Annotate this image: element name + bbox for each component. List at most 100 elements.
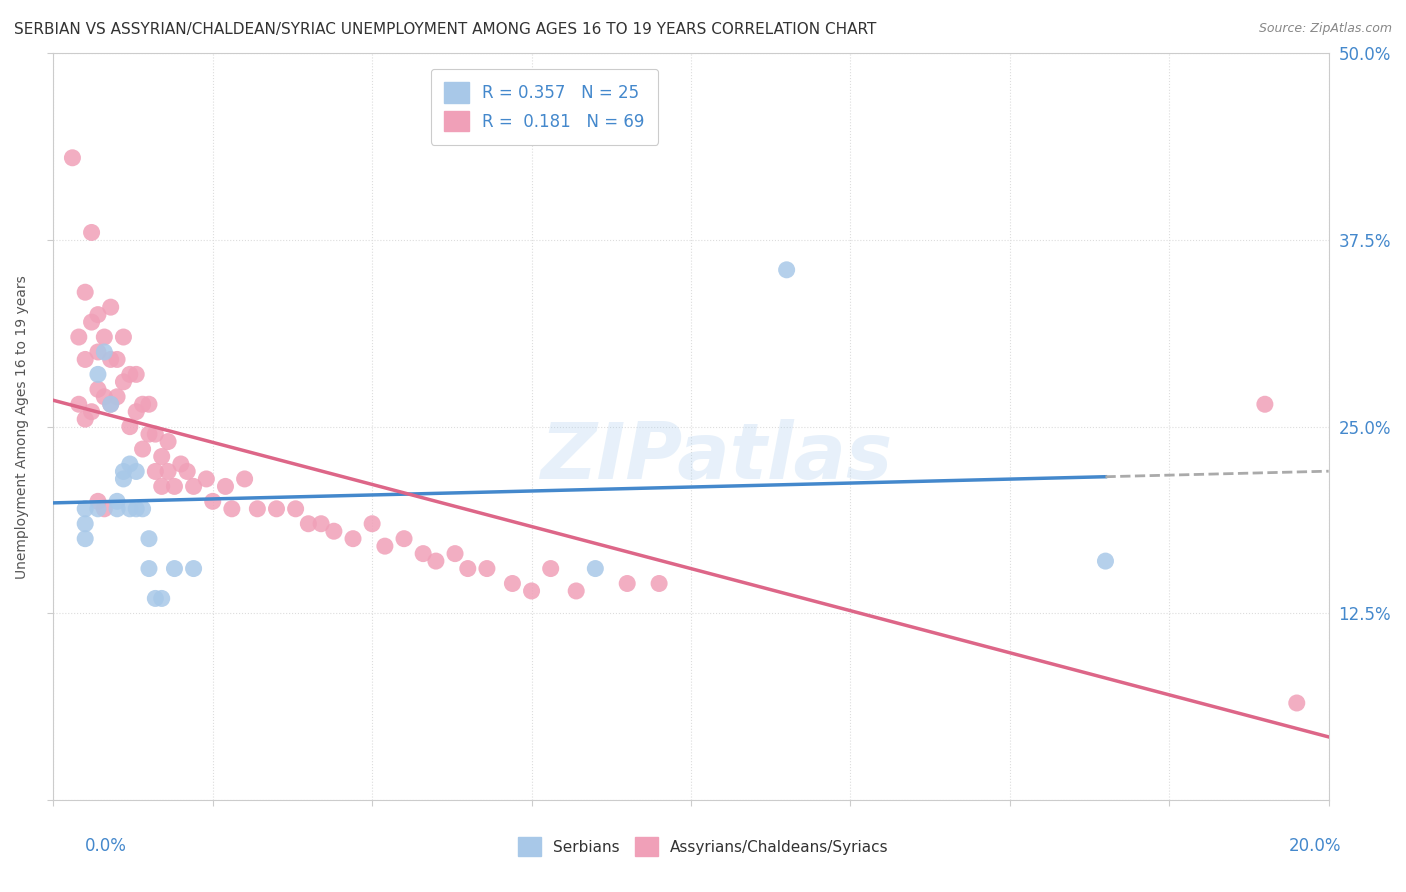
Text: 0.0%: 0.0% <box>84 837 127 855</box>
Point <box>75 412 97 426</box>
Y-axis label: Unemployment Among Ages 16 to 19 years: Unemployment Among Ages 16 to 19 years <box>15 275 30 579</box>
Point <box>163 479 186 493</box>
Point <box>1094 554 1116 568</box>
Text: ZIPatlas: ZIPatlas <box>540 418 893 494</box>
Point <box>62 151 84 165</box>
Point <box>112 375 135 389</box>
Point <box>1285 696 1308 710</box>
Point <box>266 501 288 516</box>
Point <box>87 368 110 382</box>
Point <box>105 494 128 508</box>
Point <box>93 330 115 344</box>
Point <box>125 501 148 516</box>
Point <box>176 465 198 479</box>
Point <box>131 501 153 516</box>
Point <box>444 547 467 561</box>
Point <box>233 472 256 486</box>
Point <box>80 226 103 240</box>
Point <box>201 494 224 508</box>
Point <box>183 561 205 575</box>
Point <box>475 561 498 575</box>
Point <box>112 330 135 344</box>
Point <box>87 494 110 508</box>
Legend: Serbians, Assyrians/Chaldeans/Syriacs: Serbians, Assyrians/Chaldeans/Syriacs <box>512 831 894 862</box>
Point <box>157 434 180 449</box>
Point <box>616 576 638 591</box>
Point <box>75 352 97 367</box>
Point <box>75 516 97 531</box>
Point <box>67 330 90 344</box>
Point <box>195 472 218 486</box>
Point <box>118 501 141 516</box>
Point <box>150 591 173 606</box>
Point <box>138 427 160 442</box>
Legend: R = 0.357   N = 25, R =  0.181   N = 69: R = 0.357 N = 25, R = 0.181 N = 69 <box>430 69 658 145</box>
Point <box>87 345 110 359</box>
Point <box>157 465 180 479</box>
Point <box>131 442 153 456</box>
Point <box>100 300 122 314</box>
Point <box>425 554 447 568</box>
Point <box>221 501 243 516</box>
Point <box>150 479 173 493</box>
Point <box>392 532 415 546</box>
Point <box>322 524 344 539</box>
Text: Source: ZipAtlas.com: Source: ZipAtlas.com <box>1258 22 1392 36</box>
Point <box>112 465 135 479</box>
Point <box>583 561 606 575</box>
Point <box>565 584 588 599</box>
Point <box>75 532 97 546</box>
Point <box>131 397 153 411</box>
Point <box>80 405 103 419</box>
Point <box>143 465 166 479</box>
Point <box>67 397 90 411</box>
Point <box>143 427 166 442</box>
Point <box>284 501 307 516</box>
Point <box>501 576 523 591</box>
Point <box>105 390 128 404</box>
Point <box>93 345 115 359</box>
Point <box>540 561 562 575</box>
Point <box>138 397 160 411</box>
Point <box>118 419 141 434</box>
Point <box>457 561 479 575</box>
Point <box>100 397 122 411</box>
Point <box>105 352 128 367</box>
Point <box>87 501 110 516</box>
Point <box>75 285 97 300</box>
Point <box>87 308 110 322</box>
Text: SERBIAN VS ASSYRIAN/CHALDEAN/SYRIAC UNEMPLOYMENT AMONG AGES 16 TO 19 YEARS CORRE: SERBIAN VS ASSYRIAN/CHALDEAN/SYRIAC UNEM… <box>14 22 876 37</box>
Point <box>138 561 160 575</box>
Point <box>80 315 103 329</box>
Point <box>361 516 384 531</box>
Point <box>412 547 434 561</box>
Point <box>93 501 115 516</box>
Point <box>143 591 166 606</box>
Point <box>246 501 269 516</box>
Point <box>150 450 173 464</box>
Point <box>125 405 148 419</box>
Point <box>87 382 110 396</box>
Point <box>100 397 122 411</box>
Point <box>138 532 160 546</box>
Point <box>125 465 148 479</box>
Point <box>118 457 141 471</box>
Point <box>93 390 115 404</box>
Point <box>163 561 186 575</box>
Point <box>1254 397 1277 411</box>
Point <box>125 368 148 382</box>
Point <box>520 584 543 599</box>
Point <box>214 479 236 493</box>
Point <box>100 352 122 367</box>
Point <box>648 576 671 591</box>
Point <box>183 479 205 493</box>
Point <box>105 501 128 516</box>
Point <box>118 368 141 382</box>
Point <box>775 262 797 277</box>
Text: 20.0%: 20.0% <box>1288 837 1341 855</box>
Point <box>309 516 332 531</box>
Point <box>112 472 135 486</box>
Point <box>342 532 364 546</box>
Point <box>170 457 193 471</box>
Point <box>75 501 97 516</box>
